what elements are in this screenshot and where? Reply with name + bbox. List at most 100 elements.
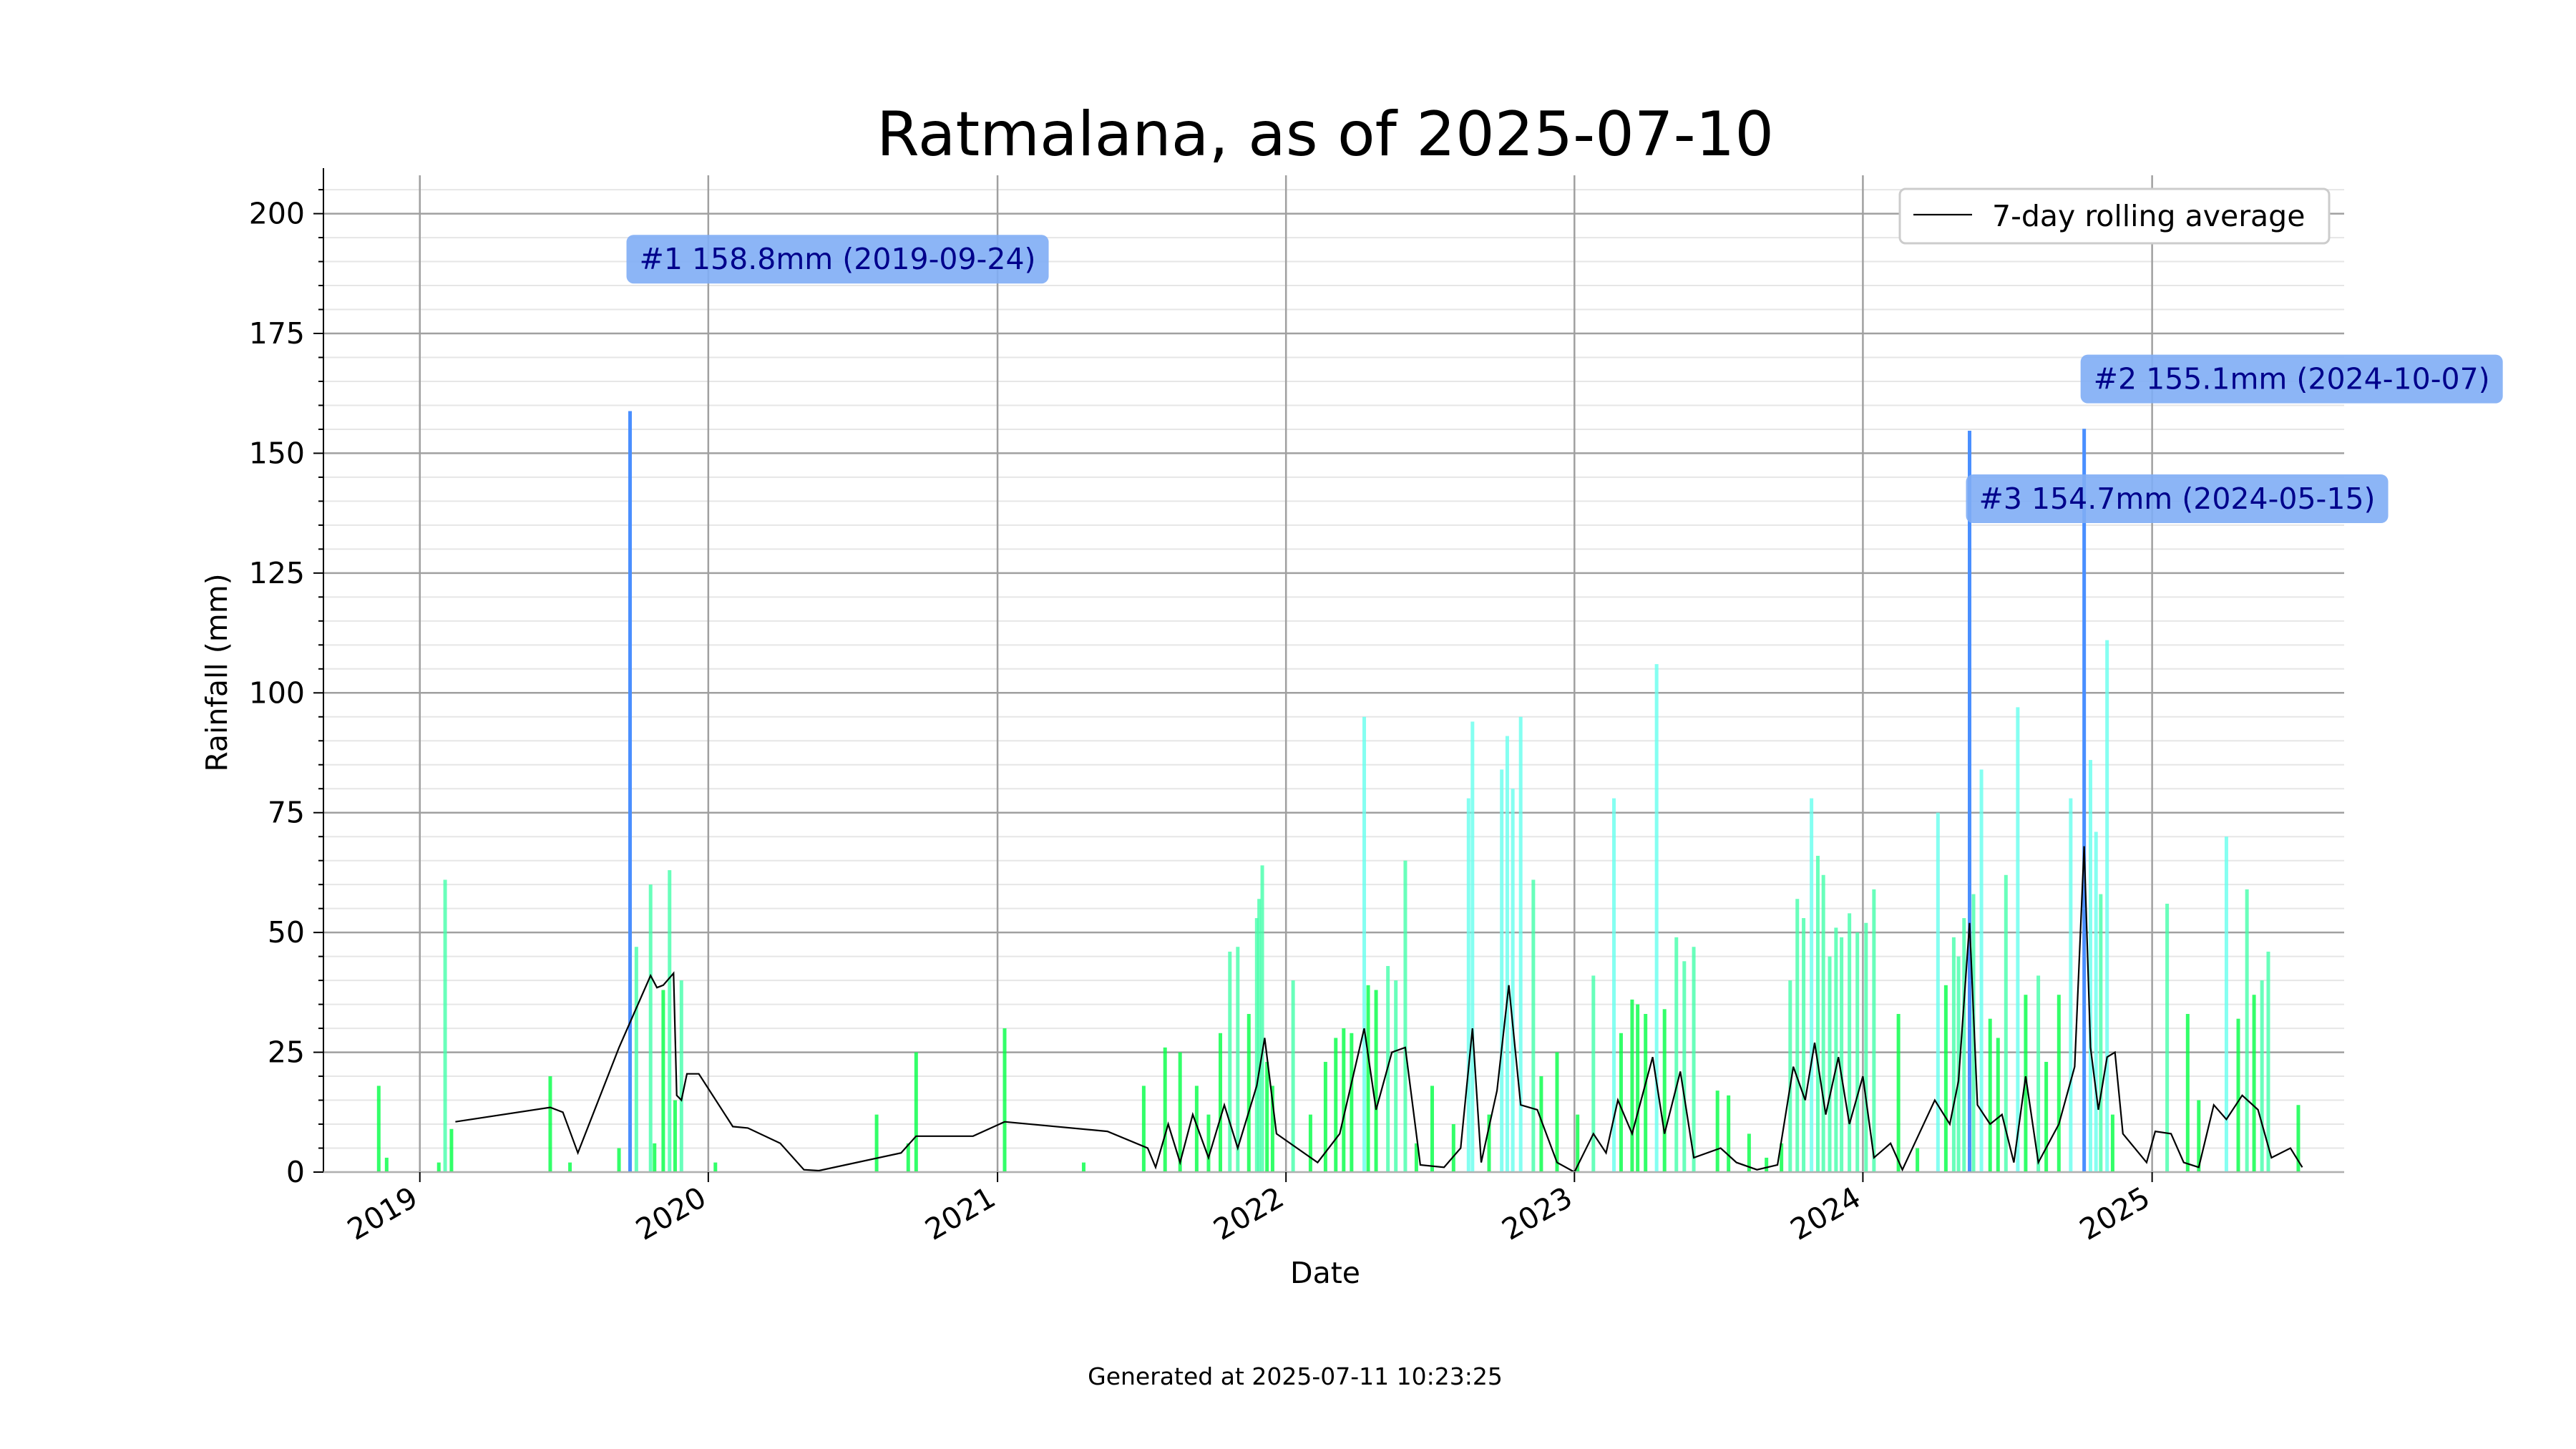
x-tick-label: 2022 [1208,1180,1289,1247]
rainfall-bar [1470,721,1475,1172]
x-tick-label: 2023 [1496,1180,1578,1247]
rainfall-bar [1539,1076,1543,1172]
rainfall-bar [2266,951,2270,1172]
y-tick-label: 0 [286,1155,305,1189]
rainfall-bar [1270,1085,1274,1172]
rainfall-bar [1334,1038,1338,1172]
rainfall-bar [1362,716,1367,1172]
y-axis-label: Rainfall (mm) [200,573,234,771]
rainfall-bar [2044,1061,2049,1172]
rainfall-bar [2088,760,2092,1172]
rainfall-bar [1872,889,1876,1172]
rainfall-bar [1810,798,1814,1172]
rainfall-bar [376,1085,381,1172]
rainfall-bar [1802,918,1806,1172]
rainfall-bar [1342,1028,1346,1172]
x-tick-label: 2025 [2074,1180,2155,1247]
rainfall-bar [1765,1157,1769,1172]
rainfall-bar [1715,1091,1719,1172]
rainfall-bar [1828,956,1832,1172]
rainfall-bar [1576,1114,1580,1172]
rainfall-bar [1612,798,1616,1172]
rainfall-bar [1555,1052,1559,1172]
rainfall-bar [2252,995,2256,1172]
rainfall-bar [2224,836,2228,1172]
rainfall-bar [1692,947,1696,1172]
rainfall-bar [1747,1133,1751,1172]
x-tick-label: 2020 [630,1180,711,1247]
rainfall-bar [1855,932,1860,1172]
rainfall-bar [1451,1124,1455,1172]
rainfall-bar [1654,664,1659,1172]
rainfall-bar [2004,874,2008,1172]
rainfall-bar [1821,874,1825,1172]
rainfall-bar [1644,1013,1648,1172]
axes [323,168,2344,1173]
rainfall-bar [2185,1013,2190,1172]
rainfall-bar [1962,918,1966,1172]
y-tick-label: 50 [268,915,305,950]
y-tick-label: 100 [249,675,305,710]
rainfall-bar [1979,769,1984,1172]
rainfall-bar [2260,980,2264,1172]
rainfall-bar [1840,937,1844,1172]
rainfall-bar [2099,894,2103,1172]
annotation-1: #1 158.8mm (2019-09-24) [626,235,1049,284]
rainfall-bar [1487,1114,1491,1172]
annotation-label: #2 155.1mm (2024-10-07) [2094,362,2490,396]
generated-timestamp: Generated at 2025-07-11 10:23:25 [1088,1362,1503,1390]
rainfall-bar [1466,798,1470,1172]
rainfall-bar [2197,1100,2201,1172]
rainfall-bar [648,884,653,1172]
rainfall-bar [1531,879,1536,1172]
annotation-3: #3 154.7mm (2024-05-15) [1966,474,2389,524]
rainfall-bar [906,1143,910,1172]
rainfall-bar [1682,961,1687,1172]
x-axis-label: Date [1290,1256,1360,1290]
rainfall-bar [2094,831,2098,1172]
rainfall-bar [673,1100,677,1172]
bars [376,411,2301,1173]
rainfall-bar [1414,1143,1418,1172]
rainfall-bar [1780,1143,1784,1172]
rainfall-bar [634,947,638,1172]
rainfall-bar [1834,927,1838,1172]
rainfall-bar [1430,1085,1435,1172]
y-tick-label: 150 [249,436,305,470]
rainfall-bar [1206,1114,1211,1172]
rainfall-bar [1246,1013,1251,1172]
x-tick-label: 2024 [1785,1180,1866,1247]
y-tick-label: 75 [268,796,305,830]
rainfall-bar [1323,1061,1327,1172]
rainfall-bar [1291,980,1295,1172]
rainfall-bar [2236,1018,2240,1172]
rainfall-bar [2082,429,2087,1173]
rainfall-bar [1943,985,1948,1172]
rainfall-bar [1257,899,1262,1172]
rainfall-bar [1619,1033,1623,1172]
rainfall-bar [1260,865,1264,1172]
rainfall-bar [1178,1052,1182,1172]
rainfall-bar [1864,922,1868,1172]
x-tick-label: 2019 [341,1180,423,1247]
y-tick-label: 175 [249,316,305,351]
rainfall-bar [1081,1162,1085,1172]
annotation-label: #3 154.7mm (2024-05-15) [1979,482,2376,516]
rainfall-bar [668,870,672,1172]
rainfall-bar [1996,1038,2000,1172]
annotation-label: #1 158.8mm (2019-09-24) [640,242,1036,276]
legend-box [1898,187,2331,245]
rainfall-bar [548,1076,552,1172]
rainfall-bar [1002,1028,1007,1172]
rainfall-bar [436,1162,441,1172]
rainfall-bar [1374,990,1378,1172]
rainfall-bar [443,879,447,1172]
y-tick-label: 200 [249,197,305,231]
rainfall-bar [1591,975,1596,1172]
chart-title: Ratmalana, as of 2025-07-10 [877,99,1774,170]
annotation-box [626,235,1049,284]
rainfall-bar [1971,894,1976,1172]
rainfall-bar [2105,640,2109,1172]
rainfall-bar [1968,430,1972,1172]
